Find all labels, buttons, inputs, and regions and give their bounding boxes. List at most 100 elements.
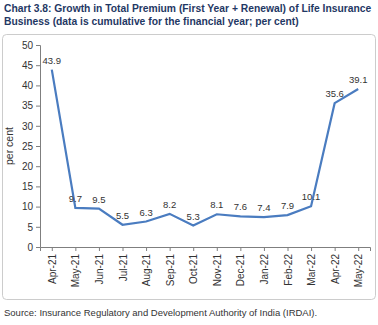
x-tick-label: Feb-22 — [283, 254, 294, 286]
data-label: 35.6 — [325, 88, 344, 99]
x-tick-mark — [170, 247, 171, 251]
y-tick-mark — [36, 207, 40, 208]
x-tick: Oct-21 — [188, 247, 199, 284]
x-tick: Dec-21 — [235, 247, 246, 286]
x-tick-mark — [52, 247, 53, 251]
y-tick-mark — [36, 247, 40, 248]
x-tick: Jun-21 — [94, 247, 105, 285]
x-tick: May-21 — [70, 247, 81, 287]
x-tick-label: Jan-22 — [259, 254, 270, 285]
x-tick-mark — [193, 247, 194, 251]
y-tick-mark — [36, 146, 40, 147]
y-tick: 10 — [22, 201, 40, 212]
x-tick-label: Apr-21 — [47, 254, 58, 284]
y-tick-mark — [36, 85, 40, 86]
x-tick: Aug-21 — [141, 247, 152, 286]
y-tick: 50 — [22, 40, 40, 51]
x-tick-label: Aug-21 — [141, 254, 152, 287]
data-label: 8.2 — [163, 199, 176, 210]
y-tick-label: 25 — [22, 141, 34, 152]
frame — [3, 35, 376, 300]
y-tick: 25 — [22, 141, 40, 152]
y-tick: 45 — [22, 60, 40, 71]
x-tick: Sep-21 — [165, 247, 176, 286]
x-tick-label: Mar-22 — [306, 254, 317, 286]
data-label: 5.3 — [187, 211, 200, 222]
y-axis-title: per cent — [3, 127, 15, 165]
x-tick-mark — [75, 247, 76, 251]
x-axis-line — [41, 248, 371, 252]
y-tick-mark — [36, 186, 40, 187]
x-tick-mark — [358, 247, 359, 251]
y-axis-line — [36, 46, 41, 248]
y-tick-label: 45 — [22, 60, 34, 71]
y-tick-label: 0 — [27, 242, 33, 253]
data-label: 7.9 — [281, 200, 294, 211]
y-tick-label: 20 — [22, 161, 34, 172]
line — [52, 70, 358, 226]
data-label: 7.4 — [257, 202, 270, 213]
chart: Chart 3.8: Growth in Total Premium (Firs… — [0, 0, 378, 325]
y-tick-mark — [36, 45, 40, 46]
data-label: 9.7 — [69, 193, 82, 204]
y-tick-mark — [36, 65, 40, 66]
x-tick-mark — [288, 247, 289, 251]
data-labels: 43.9 9.7 9.5 5.5 6.3 8.2 5.3 8.1 7.6 7.4 7.9 10.1 35… — [43, 55, 368, 222]
y-tick-mark — [36, 126, 40, 127]
data-label: 43.9 — [43, 55, 62, 66]
x-tick-label: Nov-21 — [212, 254, 223, 287]
y-tick-label: 30 — [22, 121, 34, 132]
y-tick-label: 35 — [22, 100, 34, 111]
y-tick-label: 10 — [22, 201, 34, 212]
x-axis: Apr-21 May-21 Jun-21 Jul-21 Aug-21 Sep-21 Oct-… — [41, 247, 371, 287]
x-tick: Jan-22 — [259, 247, 270, 285]
data-label: 8.1 — [210, 199, 223, 210]
y-tick: 20 — [22, 161, 40, 172]
y-tick-label: 50 — [22, 40, 34, 51]
x-tick: Jul-21 — [118, 247, 129, 281]
x-tick-mark — [264, 247, 265, 251]
x-tick-label: May-21 — [70, 254, 81, 288]
y-tick-mark — [36, 227, 40, 228]
x-tick: Mar-22 — [306, 247, 317, 286]
title: Chart 3.8: Growth in Total Premium (Firs… — [4, 3, 372, 27]
y-tick-label: 15 — [22, 181, 34, 192]
data-label: 7.6 — [234, 201, 247, 212]
x-tick-label: Sep-21 — [165, 254, 176, 287]
data-label: 10.1 — [302, 191, 321, 202]
x-tick: Apr-21 — [47, 247, 58, 284]
data-label: 6.3 — [139, 207, 152, 218]
data-label: 9.5 — [92, 194, 105, 205]
data-label: 5.5 — [116, 210, 129, 221]
source: Source: Insurance Regulatory and Develop… — [4, 307, 317, 318]
x-tick: May-22 — [353, 247, 364, 287]
y-tick: 5 — [27, 222, 40, 233]
data-label: 39.1 — [349, 74, 368, 85]
x-tick: Feb-22 — [283, 247, 294, 286]
y-axis: 0 5 10 15 20 25 30 35 40 45 50 — [22, 40, 41, 253]
x-tick-label: May-22 — [353, 254, 364, 288]
x-tick-label: Apr-22 — [330, 254, 341, 284]
plot-area — [52, 70, 358, 226]
y-tick: 15 — [22, 181, 40, 192]
y-tick: 35 — [22, 100, 40, 111]
y-tick-label: 40 — [22, 80, 34, 91]
x-tick-mark — [335, 247, 336, 251]
x-tick: Apr-22 — [330, 247, 341, 284]
y-tick: 0 — [27, 242, 40, 253]
x-tick-label: Jun-21 — [94, 254, 105, 285]
y-tick: 40 — [22, 80, 40, 91]
title-line: Business (data is cumulative for the fin… — [4, 16, 299, 27]
x-tick-label: Dec-21 — [235, 254, 246, 287]
y-tick-label: 5 — [27, 222, 33, 233]
title-line: Chart 3.8: Growth in Total Premium (Firs… — [4, 3, 372, 14]
x-tick-label: Oct-21 — [188, 254, 199, 284]
x-tick-mark — [240, 247, 241, 251]
y-tick: 30 — [22, 121, 40, 132]
y-tick-mark — [36, 106, 40, 107]
y-tick-mark — [36, 166, 40, 167]
x-tick-mark — [217, 247, 218, 251]
x-tick: Nov-21 — [212, 247, 223, 286]
x-tick-mark — [311, 247, 312, 251]
x-tick-mark — [146, 247, 147, 251]
